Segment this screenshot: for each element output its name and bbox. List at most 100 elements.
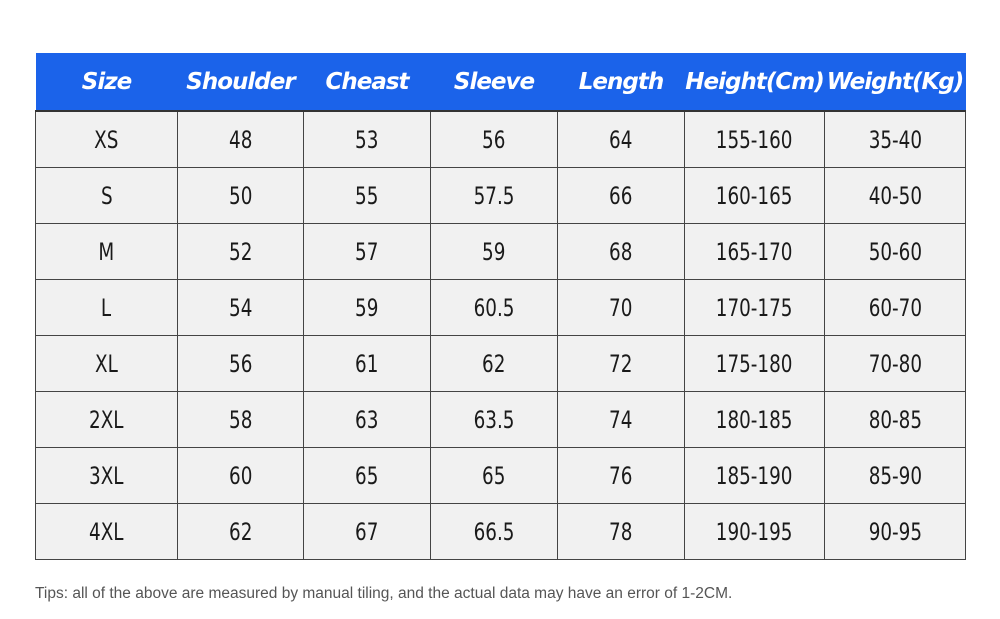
table-cell: 35-40	[824, 110, 966, 168]
table-cell: 52	[177, 223, 304, 280]
table-cell: 165-170	[684, 223, 825, 280]
table-cell: 62	[177, 503, 304, 560]
column-header: Shoulder	[177, 53, 304, 112]
table-cell: 185-190	[684, 447, 825, 504]
cell-value: 70	[609, 293, 633, 322]
cell-value: 35-40	[868, 125, 922, 154]
cell-value: 65	[355, 461, 379, 490]
cell-value: 170-175	[716, 293, 793, 322]
cell-value: 52	[228, 237, 253, 266]
column-header: Cheast	[303, 53, 431, 112]
cell-value: 50-60	[868, 237, 922, 266]
header-row: Size Shoulder Cheast Sleeve Length Height(Cm)…	[35, 53, 966, 112]
table-row: S 50 55 57.5 66 160-165 40-50	[35, 167, 966, 224]
table-row: 2XL 58 63 63.5 74 180-185 80-85	[35, 391, 966, 448]
table-cell: 50-60	[824, 223, 966, 280]
table-cell: 68	[557, 223, 685, 280]
cell-value: 62	[482, 349, 506, 378]
table-cell: 60.5	[430, 279, 558, 336]
table-cell: 4XL	[35, 503, 178, 560]
cell-value: 56	[228, 349, 253, 378]
table-cell: 57	[303, 223, 431, 280]
table-cell: M	[35, 223, 178, 280]
table-cell: 80-85	[824, 391, 966, 448]
table-cell: 2XL	[35, 391, 178, 448]
cell-value: 155-160	[716, 125, 793, 154]
cell-value: 67	[355, 517, 379, 546]
cell-value: 65	[482, 461, 506, 490]
cell-value: 60-70	[868, 293, 922, 322]
cell-value: XS	[94, 125, 119, 154]
table-cell: 190-195	[684, 503, 825, 560]
cell-value: L	[101, 293, 112, 322]
cell-value: 53	[355, 125, 379, 154]
cell-value: 68	[609, 237, 633, 266]
cell-value: 72	[609, 349, 633, 378]
cell-value: 4XL	[89, 517, 124, 546]
table-row: XL 56 61 62 72 175-180 70-80	[35, 335, 966, 392]
cell-value: 57.5	[473, 181, 515, 210]
table-cell: 56	[177, 335, 304, 392]
table-cell: 160-165	[684, 167, 825, 224]
table-cell: 170-175	[684, 279, 825, 336]
table-cell: L	[35, 279, 178, 336]
table-cell: 63.5	[430, 391, 558, 448]
cell-value: 180-185	[716, 405, 793, 434]
table-row: 4XL 62 67 66.5 78 190-195 90-95	[35, 503, 966, 560]
column-header: Height(Cm)	[684, 53, 825, 112]
table-cell: 78	[557, 503, 685, 560]
table-row: L 54 59 60.5 70 170-175 60-70	[35, 279, 966, 336]
table-cell: 59	[303, 279, 431, 336]
tips-note: Tips: all of the above are measured by m…	[35, 585, 733, 602]
cell-value: 85-90	[868, 461, 922, 490]
cell-value: 66.5	[473, 517, 515, 546]
table-row: 3XL 60 65 65 76 185-190 85-90	[35, 447, 966, 504]
table-cell: 64	[557, 110, 685, 168]
cell-value: 80-85	[868, 405, 922, 434]
cell-value: 190-195	[716, 517, 793, 546]
cell-value: 60.5	[473, 293, 515, 322]
table-cell: 70-80	[824, 335, 966, 392]
cell-value: 3XL	[89, 461, 124, 490]
table-cell: 55	[303, 167, 431, 224]
column-header: Size	[35, 53, 178, 112]
table-cell: 62	[430, 335, 558, 392]
table-cell: 53	[303, 110, 431, 168]
cell-value: 76	[609, 461, 633, 490]
table-cell: 54	[177, 279, 304, 336]
cell-value: 66	[609, 181, 633, 210]
cell-value: 63.5	[473, 405, 515, 434]
cell-value: 50	[228, 181, 253, 210]
table-cell: 50	[177, 167, 304, 224]
cell-value: 55	[355, 181, 379, 210]
column-header: Sleeve	[430, 53, 558, 112]
cell-value: 165-170	[716, 237, 793, 266]
table-cell: 57.5	[430, 167, 558, 224]
cell-value: 90-95	[868, 517, 922, 546]
cell-value: 56	[482, 125, 506, 154]
cell-value: 59	[355, 293, 379, 322]
table-cell: XL	[35, 335, 178, 392]
table-cell: 72	[557, 335, 685, 392]
table-cell: 66	[557, 167, 685, 224]
cell-value: 40-50	[868, 181, 922, 210]
table-cell: 85-90	[824, 447, 966, 504]
cell-value: 59	[482, 237, 506, 266]
table-cell: 74	[557, 391, 685, 448]
size-chart-table: Size Shoulder Cheast Sleeve Length Height(Cm)…	[35, 53, 966, 560]
table-cell: 60-70	[824, 279, 966, 336]
table-cell: 155-160	[684, 110, 825, 168]
table-cell: 65	[303, 447, 431, 504]
cell-value: 54	[228, 293, 253, 322]
table-cell: 60	[177, 447, 304, 504]
cell-value: 57	[355, 237, 379, 266]
table-cell: 63	[303, 391, 431, 448]
table-cell: 70	[557, 279, 685, 336]
table-cell: 76	[557, 447, 685, 504]
cell-value: M	[98, 237, 115, 266]
cell-value: 60	[228, 461, 253, 490]
cell-value: 48	[228, 125, 253, 154]
table-cell: 61	[303, 335, 431, 392]
table-cell: 59	[430, 223, 558, 280]
table-cell: 175-180	[684, 335, 825, 392]
